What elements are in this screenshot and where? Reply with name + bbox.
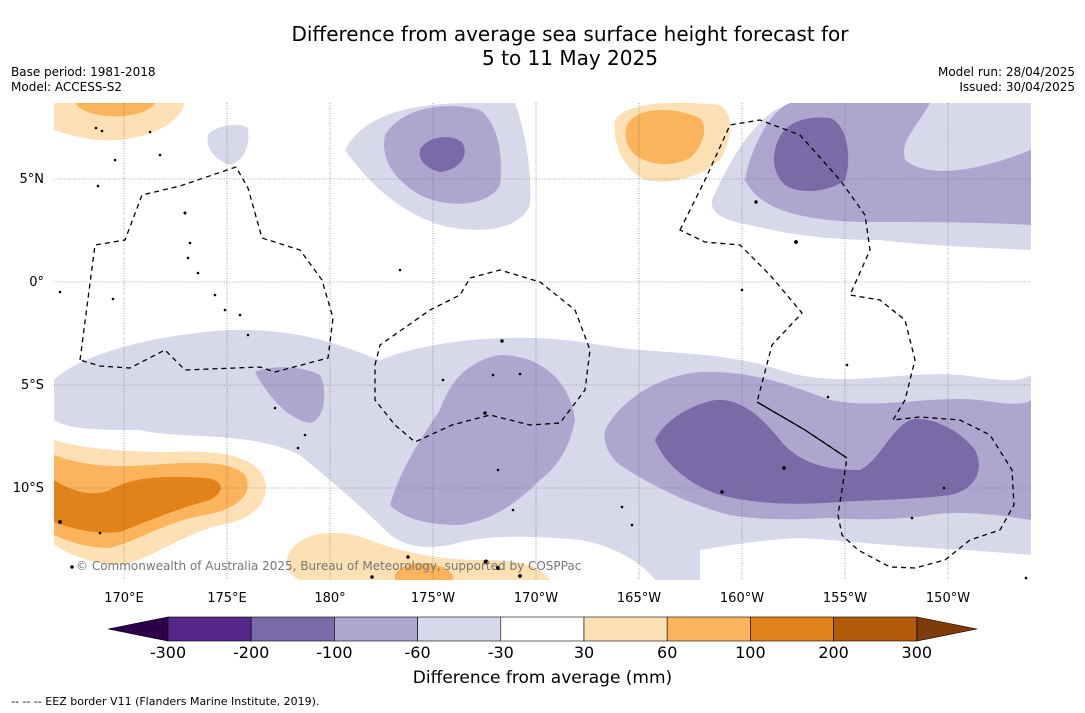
map-title: Difference from average sea surface heig… <box>0 22 1085 70</box>
lon-tick-label: 170°W <box>514 591 558 606</box>
lon-tick-label: 175°E <box>207 591 247 606</box>
maritime-boundary <box>756 401 848 459</box>
lon-tick-label: 165°W <box>617 591 661 606</box>
model-name: Model: ACCESS-S2 <box>11 80 123 94</box>
lon-tick-label: 175°W <box>411 591 455 606</box>
base-period: Base period: 1981-2018 <box>11 65 156 79</box>
colorbar-segment <box>250 616 335 642</box>
lat-tick-label: 0° <box>29 275 44 290</box>
colorbar-segment <box>583 616 668 642</box>
model-run: Model run: 28/04/2025 <box>937 65 1075 79</box>
colorbar-tick-label: -100 <box>316 643 352 662</box>
lon-tick-label: 160°W <box>720 591 764 606</box>
positive-anomaly-southwest-core <box>54 476 221 533</box>
colorbar-segment <box>833 616 918 642</box>
positive-anomaly-north-inner <box>625 109 705 165</box>
positive-anomaly-northwest <box>54 103 185 141</box>
lon-tick-label: 170°E <box>104 591 144 606</box>
positive-anomaly-south-inner <box>395 563 454 580</box>
longitude-labels: 170°E 175°E 180° 175°W 170°W 165°W 160°W… <box>104 591 970 606</box>
eez-borders <box>79 119 1015 569</box>
colorbar-high-extend <box>916 616 978 642</box>
positive-anomaly-northwest-inner <box>75 103 155 117</box>
colorbar-tick-label: 200 <box>818 643 849 662</box>
negative-anomaly-north-central-core <box>419 136 465 172</box>
copyright-notice: © Commonwealth of Australia 2025, Bureau… <box>76 559 581 573</box>
colorbar-segments <box>167 616 918 642</box>
lat-tick-label: 5°S <box>21 378 44 393</box>
colorbar-segment <box>167 616 252 642</box>
issued-date: Issued: 30/04/2025 <box>959 80 1075 94</box>
colorbar: -300 -200 -100 -60 -30 30 60 100 200 300 <box>107 616 978 662</box>
sea-height-contours <box>54 103 1031 580</box>
lon-tick-label: 180° <box>314 591 345 606</box>
positive-anomaly-south <box>286 532 550 580</box>
negative-anomaly-south-central <box>390 355 575 525</box>
negative-anomaly-northeast-core <box>773 117 849 192</box>
islands <box>58 126 1028 580</box>
meta-left: Base period: 1981-2018 Model: ACCESS-S2 <box>11 65 156 95</box>
graticule <box>54 103 1031 580</box>
negative-anomaly-south-left <box>255 367 325 423</box>
lat-tick-label: 10°S <box>13 481 44 496</box>
colorbar-tick-label: -60 <box>405 643 431 662</box>
title-line-2: 5 to 11 May 2025 <box>482 46 658 70</box>
colorbar-tick-label: 300 <box>902 643 933 662</box>
colorbar-label: Difference from average (mm) <box>412 668 673 688</box>
colorbar-segment <box>417 616 502 642</box>
colorbar-tick-label: 30 <box>574 643 594 662</box>
title-line-1: Difference from average sea surface heig… <box>291 22 849 46</box>
colorbar-tick-label: -200 <box>233 643 269 662</box>
lat-tick-label: 5°N <box>20 172 45 187</box>
colorbar-segment <box>334 616 418 642</box>
colorbar-segment <box>750 616 834 642</box>
eez-legend-note: -- -- -- EEZ border V11 (Flanders Marine… <box>11 695 320 708</box>
colorbar-segment <box>500 616 585 642</box>
colorbar-segment <box>666 616 751 642</box>
lon-tick-label: 155°W <box>823 591 867 606</box>
latitude-labels: 5°N 0° 5°S 10°S <box>13 172 44 496</box>
colorbar-tick-labels: -300 -200 -100 -60 -30 30 60 100 200 300 <box>150 643 932 662</box>
colorbar-tick-label: -30 <box>488 643 514 662</box>
lon-tick-label: 150°W <box>926 591 970 606</box>
colorbar-tick-label: -300 <box>150 643 186 662</box>
colorbar-tick-label: 100 <box>735 643 766 662</box>
meta-right: Model run: 28/04/2025 Issued: 30/04/2025 <box>938 65 1075 95</box>
negative-anomaly-small-patch <box>207 124 249 165</box>
colorbar-low-extend <box>107 616 169 642</box>
negative-anomaly-south-core <box>655 399 979 504</box>
colorbar-tick-label: 60 <box>657 643 677 662</box>
